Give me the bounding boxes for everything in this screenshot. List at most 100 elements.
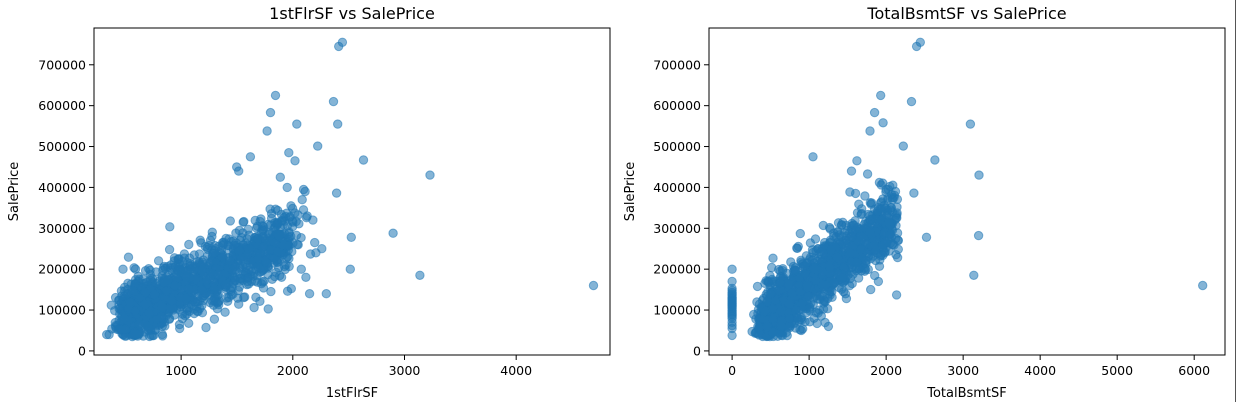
- data-point: [170, 281, 180, 291]
- data-point: [201, 322, 211, 333]
- data-point: [808, 152, 818, 162]
- data-point: [853, 273, 864, 283]
- data-point: [874, 261, 885, 271]
- data-point: [846, 166, 857, 176]
- data-point: [266, 286, 276, 297]
- data-point: [334, 41, 344, 52]
- data-point: [192, 306, 202, 316]
- data-point: [802, 280, 812, 290]
- data-point: [110, 306, 120, 316]
- data-point: [911, 41, 922, 52]
- data-point: [974, 170, 984, 180]
- data-point: [795, 228, 805, 239]
- x-tick-label: 3000: [947, 363, 979, 378]
- data-point: [313, 141, 323, 151]
- data-point: [867, 198, 877, 208]
- data-point: [861, 255, 871, 266]
- data-point: [765, 289, 776, 299]
- data-point: [212, 304, 223, 314]
- data-point: [800, 261, 810, 272]
- data-point: [891, 213, 901, 223]
- data-point: [762, 321, 773, 332]
- data-point: [874, 177, 885, 188]
- data-point: [786, 257, 796, 267]
- data-point: [768, 314, 778, 324]
- data-point: [296, 264, 306, 274]
- data-point: [809, 263, 819, 274]
- data-point: [855, 231, 866, 241]
- data-point: [885, 229, 895, 239]
- data-point: [805, 238, 816, 248]
- data-point: [308, 215, 318, 225]
- data-point: [333, 119, 343, 129]
- data-point: [775, 277, 786, 288]
- y-tick-label: 700000: [653, 57, 701, 72]
- data-point: [292, 239, 302, 250]
- data-point: [415, 270, 425, 280]
- data-point: [425, 170, 435, 180]
- data-point: [196, 238, 206, 248]
- data-point: [160, 321, 170, 331]
- x-tick-label: 6000: [1178, 363, 1210, 378]
- data-point: [245, 152, 256, 162]
- data-point: [238, 217, 248, 227]
- data-point: [850, 188, 861, 199]
- data-point: [862, 169, 873, 179]
- data-point: [860, 191, 870, 201]
- data-point: [823, 321, 834, 332]
- y-axis-label: SalePrice: [623, 162, 638, 222]
- data-point: [256, 214, 266, 224]
- data-point: [790, 265, 800, 276]
- data-point: [881, 184, 891, 195]
- y-tick-label: 300000: [38, 221, 86, 236]
- data-point: [258, 242, 268, 253]
- data-point: [169, 310, 180, 320]
- y-tick-label: 600000: [653, 98, 701, 113]
- chart-title: 1stFlrSF vs SalePrice: [269, 4, 435, 23]
- data-point: [852, 257, 862, 268]
- data-point: [149, 290, 160, 300]
- data-point: [276, 272, 287, 282]
- data-point: [165, 222, 175, 232]
- data-point: [345, 264, 355, 274]
- x-tick-label: 1000: [793, 363, 825, 378]
- data-point: [275, 172, 285, 182]
- x-tick-label: 2000: [870, 363, 902, 378]
- data-point: [857, 208, 867, 219]
- data-point: [768, 253, 778, 263]
- data-point: [140, 300, 150, 310]
- data-point: [131, 329, 142, 340]
- data-point: [162, 286, 172, 296]
- data-point: [846, 248, 856, 258]
- x-tick-label: 0: [728, 363, 736, 378]
- data-point: [760, 306, 770, 316]
- data-point: [965, 119, 976, 129]
- data-point: [207, 231, 217, 242]
- data-point: [267, 274, 277, 284]
- data-point: [890, 186, 901, 197]
- y-tick-label: 0: [693, 343, 701, 358]
- data-point: [217, 252, 228, 262]
- data-point: [119, 314, 129, 324]
- x-tick-label: 1000: [165, 363, 197, 378]
- plot-frame: [93, 27, 611, 356]
- data-point: [865, 214, 875, 225]
- data-point: [809, 313, 819, 323]
- data-point: [180, 311, 190, 321]
- chart-title: TotalBsmtSF vs SalePrice: [866, 4, 1066, 23]
- data-point: [292, 119, 302, 129]
- data-points: [727, 37, 1208, 342]
- data-point: [282, 182, 292, 193]
- data-point: [298, 184, 309, 195]
- data-point: [805, 302, 815, 312]
- data-point: [273, 218, 283, 228]
- x-tick-label: 2000: [277, 363, 309, 378]
- data-point: [879, 248, 890, 258]
- data-point: [358, 155, 369, 165]
- data-point: [181, 272, 192, 282]
- data-point: [803, 292, 814, 302]
- data-point: [265, 107, 276, 118]
- data-point: [1198, 280, 1208, 291]
- data-point: [167, 295, 177, 306]
- data-point: [197, 265, 207, 276]
